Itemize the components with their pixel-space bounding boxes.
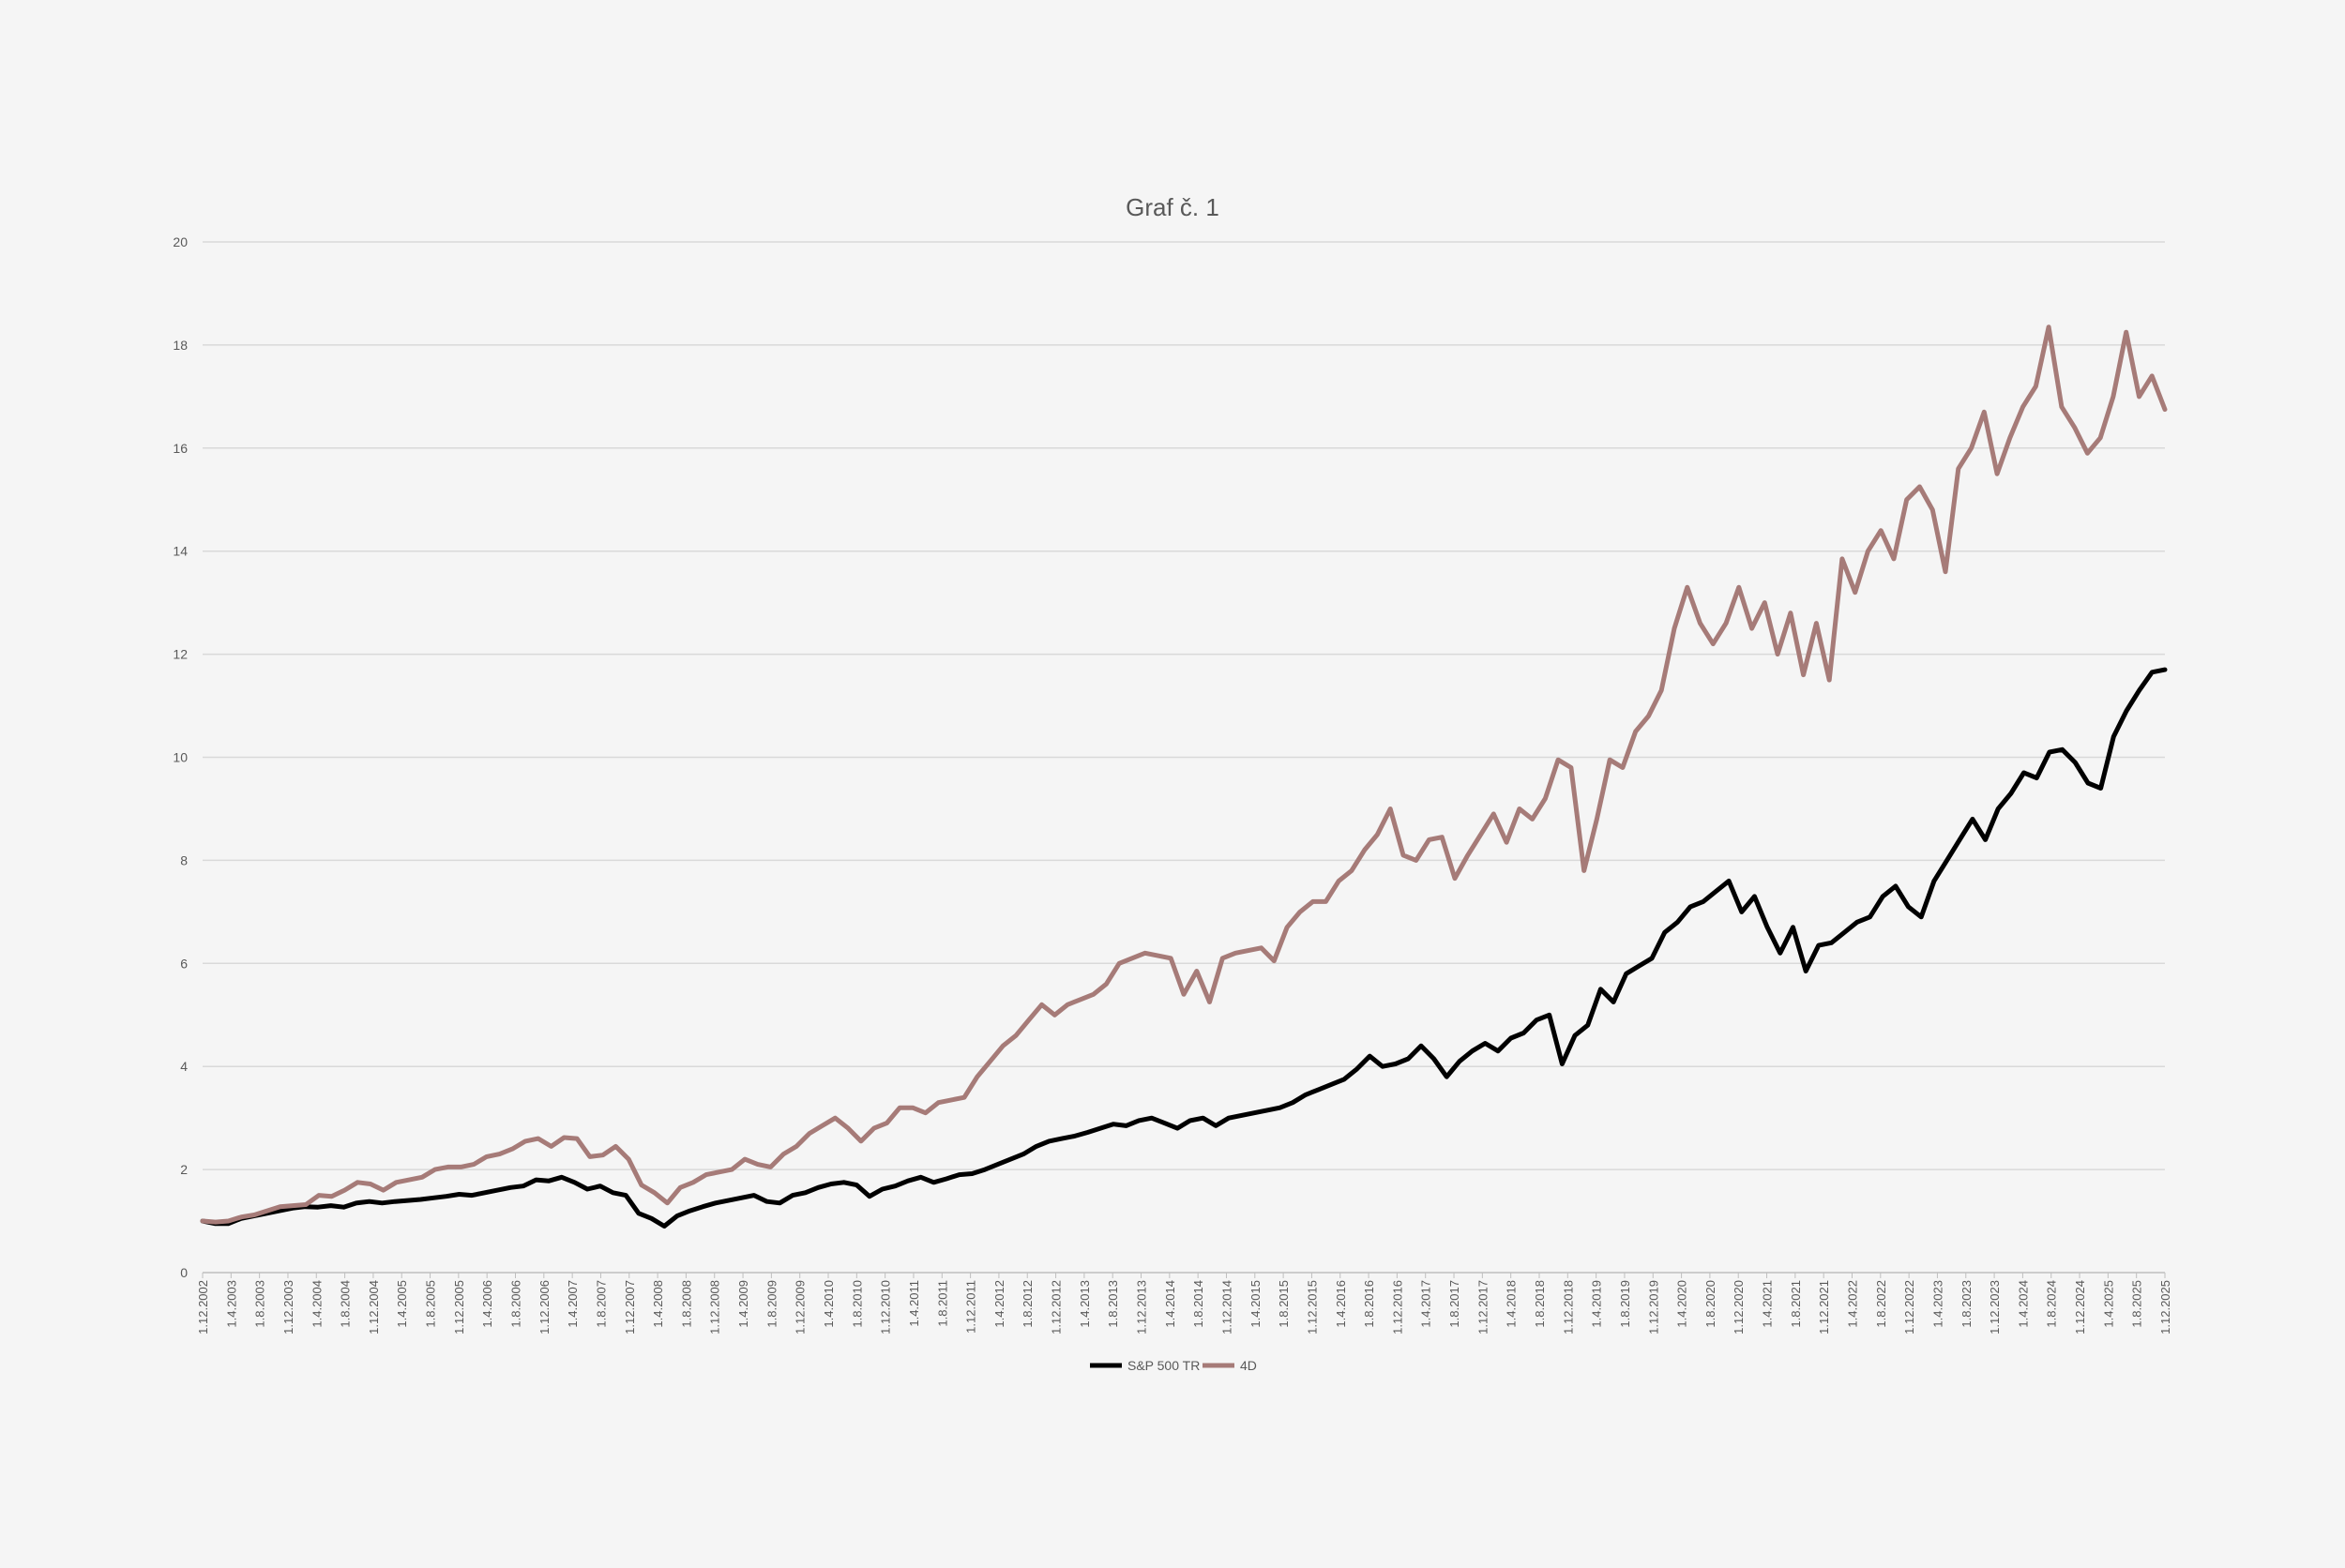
x-tick-label: 1.8.2003 xyxy=(253,1280,267,1328)
x-tick-label: 1.12.2006 xyxy=(537,1280,552,1334)
x-tick-label: 1.4.2020 xyxy=(1675,1280,1689,1328)
series-line-4d xyxy=(200,324,2168,1225)
x-tick-label: 1.12.2016 xyxy=(1390,1280,1404,1334)
x-tick-label: 1.8.2023 xyxy=(1959,1280,1974,1328)
x-tick-label: 1.12.2009 xyxy=(794,1280,808,1334)
y-tick-label: 16 xyxy=(173,441,188,456)
x-tick-label: 1.4.2013 xyxy=(1078,1280,1092,1328)
x-tick-label: 1.4.2009 xyxy=(736,1280,750,1328)
x-tick-label: 1.12.2010 xyxy=(879,1280,893,1334)
x-tick-label: 1.8.2021 xyxy=(1789,1280,1803,1328)
x-tick-label: 1.4.2007 xyxy=(566,1280,580,1328)
x-tick-label: 1.12.2014 xyxy=(1219,1280,1233,1334)
x-tick-label: 1.4.2022 xyxy=(1845,1280,1859,1328)
x-tick-label: 1.4.2014 xyxy=(1163,1280,1177,1328)
x-tick-label: 1.12.2024 xyxy=(2073,1280,2087,1334)
x-tick-label: 1.12.2012 xyxy=(1050,1280,1064,1334)
x-tick-label: 1.8.2009 xyxy=(764,1280,779,1328)
x-tick-label: 1.4.2024 xyxy=(2016,1280,2030,1328)
x-tick-label: 1.8.2019 xyxy=(1618,1280,1632,1328)
legend: S&P 500 TR 4D xyxy=(1090,1358,1257,1373)
series-lines xyxy=(200,324,2168,1229)
y-tick-label: 18 xyxy=(173,338,188,353)
legend-label-4d: 4D xyxy=(1240,1358,1257,1373)
x-tick-label: 1.4.2023 xyxy=(1930,1280,1944,1328)
x-tick-label: 1.4.2005 xyxy=(395,1280,409,1328)
x-tick-label: 1.4.2010 xyxy=(822,1280,836,1328)
x-tick-label: 1.12.2004 xyxy=(367,1280,381,1334)
y-tick-label: 12 xyxy=(173,647,188,662)
x-tick-label: 1.8.2007 xyxy=(594,1280,608,1328)
x-tick-label: 1.8.2012 xyxy=(1021,1280,1035,1328)
x-axis-tick-labels: 1.12.2002 1.4.2003 1.8.2003 1.12.2003 1.4.20… xyxy=(196,1273,2172,1334)
x-tick-label: 1.12.2018 xyxy=(1561,1280,1575,1334)
x-tick-label: 1.4.2008 xyxy=(651,1280,665,1328)
x-tick-label: 1.12.2022 xyxy=(1902,1280,1916,1334)
y-tick-label: 20 xyxy=(173,234,188,249)
x-tick-label: 1.4.2011 xyxy=(907,1280,921,1327)
x-tick-label: 1.8.2004 xyxy=(339,1280,353,1328)
x-tick-label: 1.8.2020 xyxy=(1703,1280,1717,1328)
x-tick-label: 1.8.2008 xyxy=(679,1280,693,1328)
grid-lines xyxy=(203,241,2165,1274)
x-tick-label: 1.12.2013 xyxy=(1135,1280,1149,1334)
y-tick-label: 14 xyxy=(173,544,188,559)
y-tick-label: 8 xyxy=(180,852,188,867)
x-tick-label: 1.4.2003 xyxy=(224,1280,238,1328)
x-tick-label: 1.8.2011 xyxy=(935,1280,949,1327)
y-tick-label: 2 xyxy=(180,1162,188,1177)
x-tick-label: 1.8.2014 xyxy=(1191,1280,1205,1328)
x-tick-label: 1.8.2022 xyxy=(1874,1280,1888,1328)
y-axis-tick-labels: 0 2 4 6 8 10 12 14 16 18 20 xyxy=(173,234,188,1280)
x-tick-label: 1.4.2018 xyxy=(1505,1280,1519,1328)
x-tick-label: 1.12.2011 xyxy=(964,1280,978,1334)
chart-title: Graf č. 1 xyxy=(1126,193,1219,221)
x-tick-label: 1.4.2021 xyxy=(1761,1280,1775,1328)
x-tick-label: 1.8.2024 xyxy=(2045,1280,2059,1328)
x-tick-label: 1.4.2006 xyxy=(480,1280,494,1328)
x-tick-label: 1.4.2004 xyxy=(310,1280,324,1328)
x-tick-label: 1.8.2010 xyxy=(850,1280,864,1328)
x-tick-label: 1.12.2008 xyxy=(708,1280,722,1334)
x-tick-label: 1.8.2013 xyxy=(1106,1280,1120,1328)
y-tick-label: 0 xyxy=(180,1265,188,1280)
x-tick-label: 1.8.2015 xyxy=(1277,1280,1291,1328)
x-tick-label: 1.12.2021 xyxy=(1817,1280,1831,1334)
x-tick-label: 1.12.2007 xyxy=(623,1280,637,1334)
x-tick-label: 1.4.2016 xyxy=(1334,1280,1348,1328)
y-tick-label: 10 xyxy=(173,750,188,765)
x-tick-label: 1.12.2025 xyxy=(2158,1280,2172,1334)
x-tick-label: 1.12.2005 xyxy=(452,1280,466,1334)
x-tick-label: 1.8.2016 xyxy=(1362,1280,1376,1328)
x-tick-label: 1.8.2006 xyxy=(509,1280,523,1328)
x-tick-label: 1.12.2019 xyxy=(1646,1280,1660,1334)
series-line-sp500tr xyxy=(200,667,2168,1229)
legend-label-sp500tr: S&P 500 TR xyxy=(1127,1358,1200,1373)
y-tick-label: 6 xyxy=(180,956,188,971)
x-tick-label: 1.4.2025 xyxy=(2101,1280,2115,1328)
x-tick-label: 1.12.2020 xyxy=(1732,1280,1746,1334)
x-tick-label: 1.8.2018 xyxy=(1533,1280,1547,1328)
x-tick-label: 1.4.2015 xyxy=(1248,1280,1263,1328)
x-tick-label: 1.12.2002 xyxy=(196,1280,210,1334)
x-tick-label: 1.8.2025 xyxy=(2130,1280,2144,1328)
x-tick-label: 1.12.2003 xyxy=(281,1280,295,1334)
x-tick-label: 1.4.2012 xyxy=(992,1280,1006,1328)
x-tick-label: 1.4.2017 xyxy=(1419,1280,1433,1328)
x-tick-label: 1.8.2017 xyxy=(1447,1280,1461,1328)
x-tick-label: 1.8.2005 xyxy=(424,1280,438,1328)
x-tick-label: 1.12.2023 xyxy=(1988,1280,2002,1334)
y-tick-label: 4 xyxy=(180,1059,188,1074)
x-tick-label: 1.4.2019 xyxy=(1590,1280,1604,1328)
x-tick-label: 1.12.2015 xyxy=(1305,1280,1319,1334)
x-tick-label: 1.12.2017 xyxy=(1475,1280,1490,1334)
